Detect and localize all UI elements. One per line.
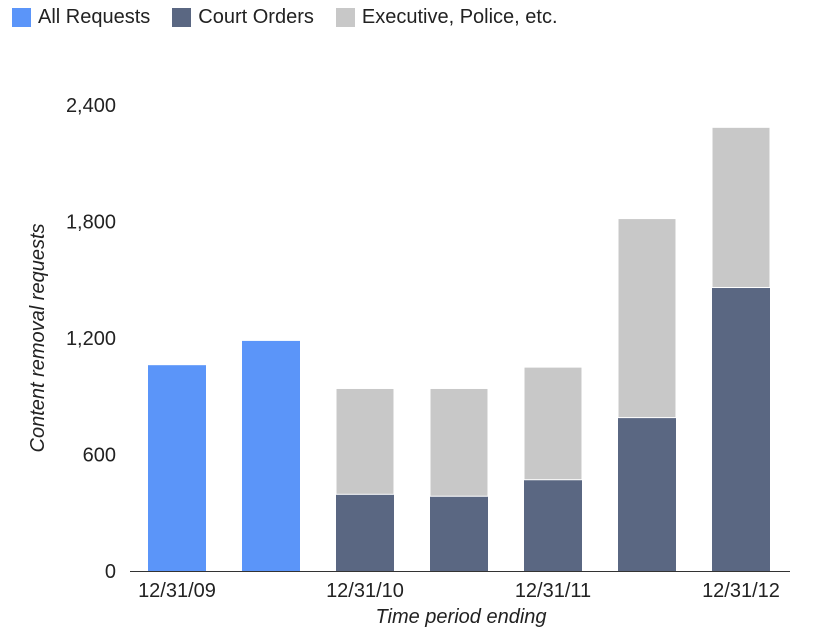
y-tick-label: 600 xyxy=(83,445,116,467)
bar-1-all-requests xyxy=(148,365,206,571)
x-tick-label: 12/31/11 xyxy=(515,580,591,602)
legend-label-all-requests: All Requests xyxy=(38,6,151,28)
legend-item-all-requests: All Requests xyxy=(12,6,150,29)
legend-item-court-orders: Court Orders xyxy=(172,6,314,29)
x-tick-label: 12/31/10 xyxy=(326,580,404,602)
bar-6-court-orders xyxy=(618,417,676,571)
legend-swatch-court-orders xyxy=(172,8,192,27)
y-tick-labels: 0 600 1,200 1,800 2,400 xyxy=(66,95,116,583)
chart-legend: All Requests Court Orders Executive, Pol… xyxy=(12,6,580,29)
bar-4-executive-police-etc xyxy=(429,387,489,497)
legend-label-court-orders: Court Orders xyxy=(198,6,314,28)
legend-label-executive-police: Executive, Police, etc. xyxy=(361,6,558,28)
legend-swatch-executive-police xyxy=(335,8,355,27)
x-tick-label: 12/31/09 xyxy=(138,580,216,602)
bar-7-executive-police-etc xyxy=(711,126,771,289)
bar-2-all-requests xyxy=(242,340,300,571)
bars-group xyxy=(148,126,771,571)
bar-5-court-orders xyxy=(524,479,582,571)
legend-swatch-all-requests xyxy=(12,8,31,27)
bar-4-court-orders xyxy=(430,496,488,571)
y-tick-label: 1,200 xyxy=(66,328,116,350)
x-axis-title: Time period ending xyxy=(375,606,546,628)
y-tick-label: 2,400 xyxy=(66,95,116,117)
bar-3-court-orders xyxy=(336,494,394,571)
x-tick-label: 12/31/12 xyxy=(702,580,780,602)
bar-5-executive-police-etc xyxy=(523,366,583,481)
y-tick-label: 0 xyxy=(105,561,116,583)
y-axis-title: Content removal requests xyxy=(27,223,49,452)
legend-item-executive-police: Executive, Police, etc. xyxy=(335,6,558,29)
bar-3-executive-police-etc xyxy=(335,387,395,495)
x-tick-labels: 12/31/09 12/31/10 12/31/11 12/31/12 xyxy=(138,580,780,602)
y-tick-label: 1,800 xyxy=(66,212,116,234)
bar-6-executive-police-etc xyxy=(617,218,677,419)
bar-7-court-orders xyxy=(712,287,770,571)
